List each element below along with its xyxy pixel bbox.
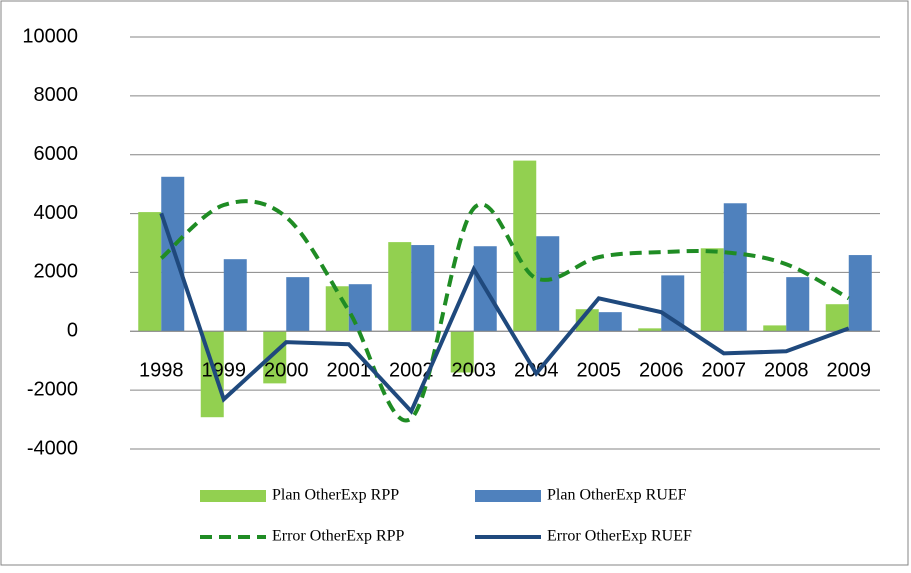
bar	[348, 284, 372, 332]
bar	[700, 248, 724, 332]
bar	[450, 331, 474, 373]
bar	[411, 245, 435, 332]
y-tick-label: 6000	[34, 143, 79, 165]
y-tick-label: 0	[67, 320, 78, 342]
line	[159, 199, 850, 423]
bar	[825, 304, 849, 332]
bar	[286, 277, 310, 332]
legend-label: Error OtherExp RPP	[272, 528, 405, 545]
bar	[723, 203, 747, 332]
bar	[848, 255, 872, 332]
bar	[638, 328, 662, 332]
y-tick-label: 4000	[34, 202, 79, 224]
x-tick-label: 2000	[264, 360, 309, 382]
x-tick-label: 1999	[202, 360, 247, 382]
bar	[786, 277, 810, 332]
bar	[513, 160, 537, 332]
line	[159, 212, 850, 415]
bar	[263, 331, 287, 384]
y-tick-label: 2000	[34, 261, 79, 283]
x-tick-label: 2002	[389, 360, 434, 382]
bar	[763, 325, 787, 332]
y-tick-label: 8000	[34, 84, 79, 106]
x-tick-label: 1998	[139, 360, 184, 382]
x-tick-label: 2007	[702, 360, 747, 382]
y-tick-label: -2000	[27, 378, 78, 400]
bar	[536, 236, 560, 332]
bar	[138, 212, 162, 332]
bar	[598, 312, 622, 332]
legend-label: Plan OtherExp RUEF	[547, 487, 687, 504]
legend-label: Plan OtherExp RPP	[272, 487, 399, 504]
legend-swatch	[475, 490, 541, 502]
x-tick-label: 2008	[764, 360, 809, 382]
x-tick-label: 2003	[452, 360, 497, 382]
bar	[575, 309, 599, 332]
y-tick-label: -4000	[27, 437, 78, 459]
legend-label: Error OtherExp RUEF	[547, 528, 692, 545]
bar	[161, 176, 185, 332]
x-tick-label: 2006	[639, 360, 684, 382]
legend-swatch	[200, 490, 266, 502]
x-tick-label: 2009	[827, 360, 872, 382]
x-tick-label: 2001	[327, 360, 372, 382]
y-tick-label: 10000	[22, 25, 78, 47]
x-tick-label: 2005	[577, 360, 622, 382]
bar	[223, 259, 247, 332]
bar	[388, 242, 412, 332]
